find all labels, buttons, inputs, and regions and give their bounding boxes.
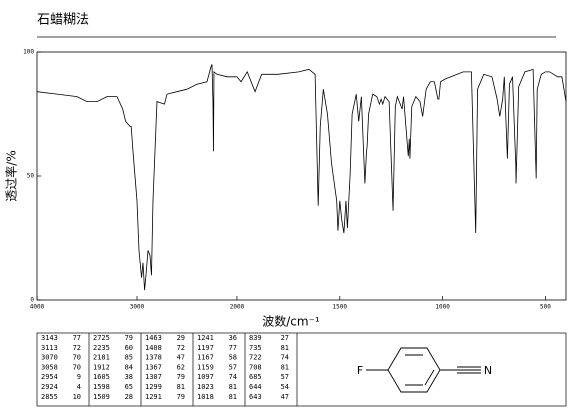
x-tick-label: 2000 bbox=[230, 304, 245, 311]
table-cell: 1463 bbox=[145, 334, 162, 342]
peak-table: 3143 77 2725 79 1463 29 1241 36 839 27 3113 72 2235 6… bbox=[36, 332, 567, 407]
table-cell: 74 bbox=[281, 354, 289, 362]
table-cell: 28 bbox=[125, 393, 133, 401]
table-cell: 57 bbox=[281, 373, 289, 381]
table-cell: 81 bbox=[281, 344, 289, 352]
x-tick-label: 3000 bbox=[130, 304, 145, 311]
table-cell: 1605 bbox=[93, 373, 110, 381]
table-cell: 1367 bbox=[145, 363, 162, 371]
table-cell: 70 bbox=[73, 354, 81, 362]
table-cell: 1097 bbox=[197, 373, 214, 381]
table-cell: 2235 bbox=[93, 344, 110, 352]
table-cell: 85 bbox=[125, 354, 133, 362]
table-cell: 84 bbox=[125, 363, 133, 371]
table-cell: 839 bbox=[249, 334, 262, 342]
table-cell: 81 bbox=[281, 363, 289, 371]
table-cell: 79 bbox=[177, 393, 185, 401]
table-cell: 9 bbox=[77, 373, 81, 381]
table-cell: 81 bbox=[177, 383, 185, 391]
table-cell: 77 bbox=[229, 344, 237, 352]
x-tick-label: 500 bbox=[540, 304, 551, 311]
table-cell: 79 bbox=[177, 373, 185, 381]
structure bbox=[366, 347, 481, 393]
table-cell: 1598 bbox=[93, 383, 110, 391]
table-cell: 1291 bbox=[145, 393, 162, 401]
table-cell: 1408 bbox=[145, 344, 162, 352]
table-cell: 47 bbox=[281, 393, 289, 401]
table-cell: 735 bbox=[249, 344, 262, 352]
x-tick-label: 1000 bbox=[435, 304, 450, 311]
table-cell: 4 bbox=[77, 383, 81, 391]
table-cell: 70 bbox=[73, 363, 81, 371]
table-frame bbox=[36, 332, 567, 407]
ring-bond bbox=[424, 369, 435, 386]
x-tick-label: 1500 bbox=[333, 304, 348, 311]
table-cell: 54 bbox=[281, 383, 289, 391]
spectrum-line bbox=[36, 64, 567, 291]
table-cell: 77 bbox=[73, 334, 81, 342]
table-cell: 27 bbox=[281, 334, 289, 342]
table-cell: 2725 bbox=[93, 334, 110, 342]
table-cell: 58 bbox=[229, 354, 237, 362]
table-cell: 1912 bbox=[93, 363, 110, 371]
table-cell: 1018 bbox=[197, 393, 214, 401]
table-cell: 3058 bbox=[41, 363, 58, 371]
table-cell: 1241 bbox=[197, 334, 214, 342]
table-cell: 1307 bbox=[145, 373, 162, 381]
table-cell: 3113 bbox=[41, 344, 58, 352]
table-cell: 38 bbox=[125, 373, 133, 381]
table-cell: 79 bbox=[125, 334, 133, 342]
table-cell: 72 bbox=[73, 344, 81, 352]
x-tick-label: 4000 bbox=[30, 304, 45, 311]
table-cell: 47 bbox=[177, 354, 185, 362]
table-cell: 65 bbox=[125, 383, 133, 391]
table-cell: 643 bbox=[249, 393, 262, 401]
table-cell: 62 bbox=[177, 363, 185, 371]
table-cell: 685 bbox=[249, 373, 262, 381]
atom-label: N bbox=[484, 364, 492, 377]
table-cell: 1509 bbox=[93, 393, 110, 401]
table-cell: 644 bbox=[249, 383, 262, 391]
table-cell: 81 bbox=[229, 393, 237, 401]
table-cell: 708 bbox=[249, 363, 262, 371]
table-cell: 60 bbox=[125, 344, 133, 352]
table-cell: 57 bbox=[229, 363, 237, 371]
table-cell: 36 bbox=[229, 334, 237, 342]
table-cell: 2924 bbox=[41, 383, 58, 391]
table-cell: 1197 bbox=[197, 344, 214, 352]
table-cell: 2855 bbox=[41, 393, 58, 401]
table-cell: 3143 bbox=[41, 334, 58, 342]
table-cell: 1299 bbox=[145, 383, 162, 391]
y-tick-label: 0 bbox=[30, 297, 34, 304]
chart-title: 石蜡糊法 bbox=[37, 12, 89, 28]
y-axis-label: 透过率/% bbox=[4, 150, 19, 201]
atom-label: F bbox=[357, 364, 363, 377]
table-cell: 1167 bbox=[197, 354, 214, 362]
table-cell: 722 bbox=[249, 354, 262, 362]
y-tick-label: 50 bbox=[27, 173, 35, 180]
table-cell: 1159 bbox=[197, 363, 214, 371]
x-axis-label: 波数/cm⁻¹ bbox=[262, 314, 320, 329]
table-cell: 2181 bbox=[93, 354, 110, 362]
table-cell: 10 bbox=[73, 393, 81, 401]
table-cell: 72 bbox=[177, 344, 185, 352]
table-cell: 3070 bbox=[41, 354, 58, 362]
table-cell: 29 bbox=[177, 334, 185, 342]
y-tick-label: 100 bbox=[23, 49, 34, 56]
table-cell: 81 bbox=[229, 383, 237, 391]
table-cell: 1378 bbox=[145, 354, 162, 362]
table-cell: 2954 bbox=[41, 373, 58, 381]
table-cell: 74 bbox=[229, 373, 237, 381]
table-cell: 1023 bbox=[197, 383, 214, 391]
plot-frame bbox=[36, 51, 567, 301]
